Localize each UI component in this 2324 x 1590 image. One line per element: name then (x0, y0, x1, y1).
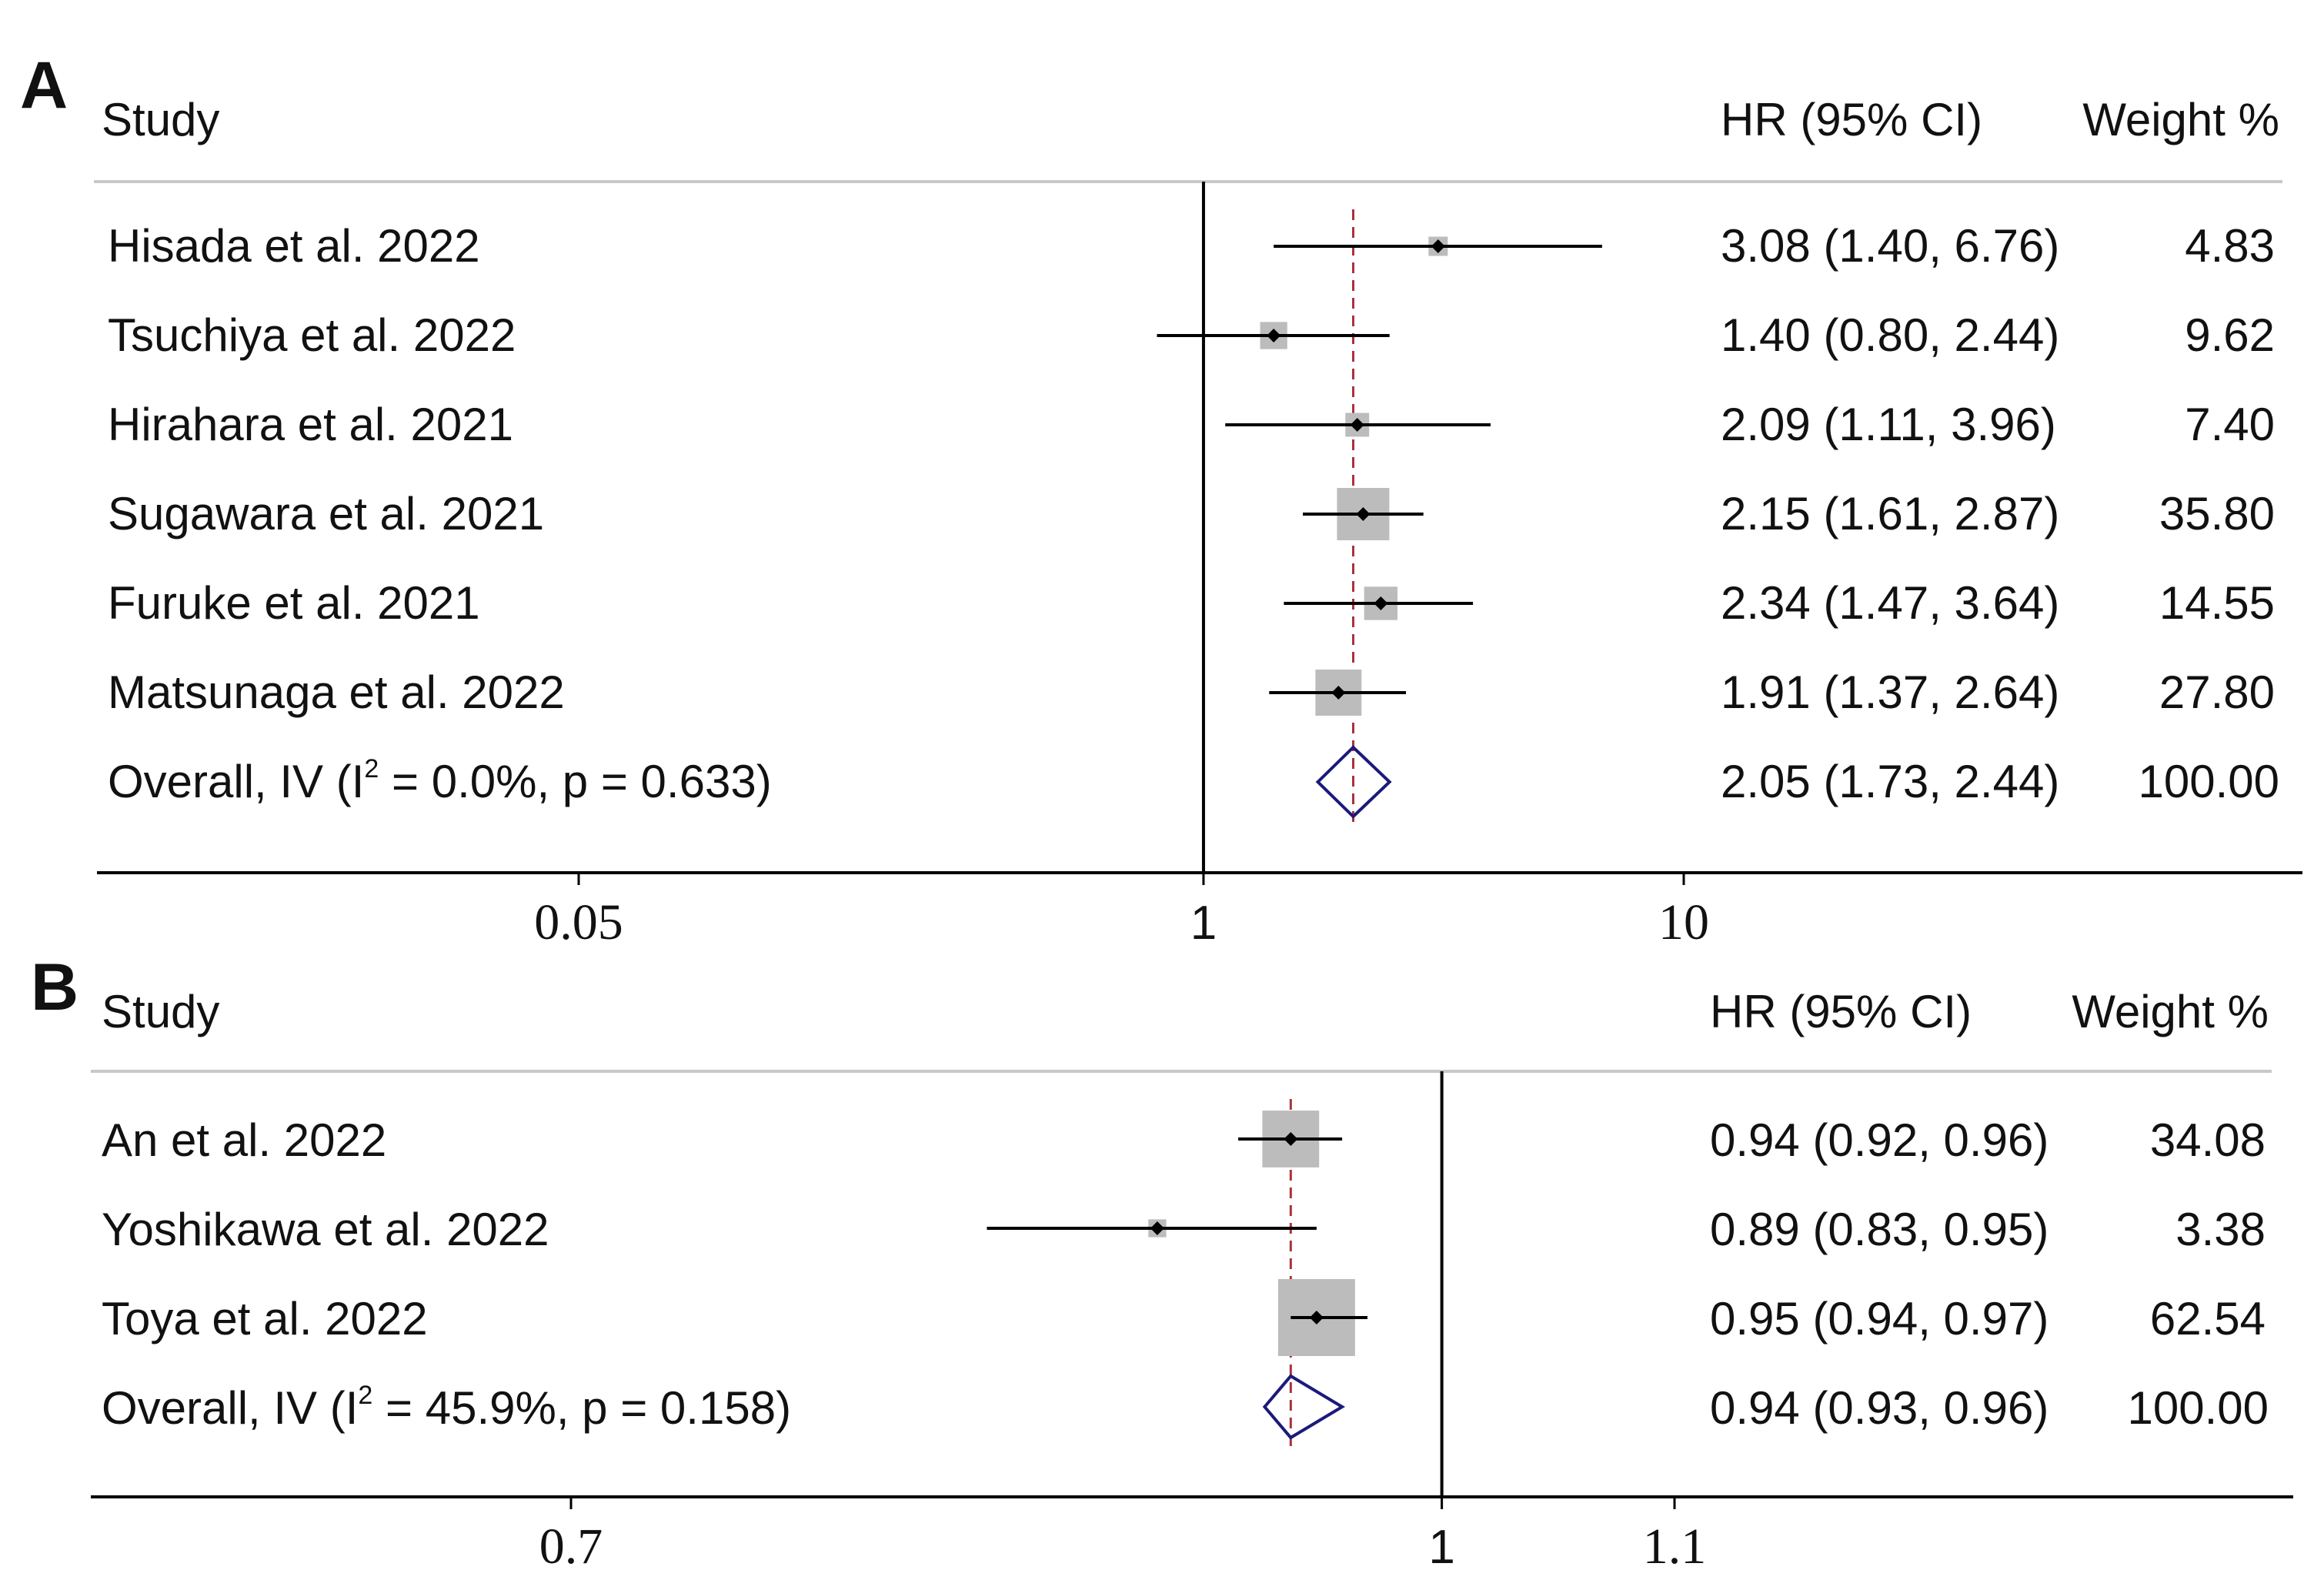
weight-label: 34.08 (2150, 1114, 2266, 1166)
panel-a: A Study HR (95% CI) Weight % Hisada et a… (20, 48, 2302, 950)
study-name: Furuke et al. 2021 (108, 577, 480, 629)
x-tick-label: 10 (1658, 894, 1709, 950)
panel-label: A (20, 48, 68, 122)
hr-ci-label: 1.40 (0.80, 2.44) (1721, 309, 2059, 361)
study-name: Tsuchiya et al. 2022 (108, 309, 516, 361)
weight-label: 7.40 (2185, 399, 2275, 450)
study-name: Matsunaga et al. 2022 (108, 666, 565, 718)
overall-row: Overall, IV (I2 = 45.9%, p = 0.158) 0.94… (102, 1381, 2269, 1434)
x-tick-label: 1.1 (1643, 1518, 1707, 1575)
point-estimate (1309, 1311, 1324, 1324)
study-row: Yoshikawa et al. 2022 0.89 (0.83, 0.95) … (102, 1204, 2266, 1255)
panel-b: B Study HR (95% CI) Weight % An et al. 2… (31, 950, 2293, 1575)
study-column-header: Study (102, 986, 219, 1037)
weight-column-header: Weight % (2082, 94, 2279, 145)
study-marks (1157, 236, 1602, 716)
hr-ci-label: 2.34 (1.47, 3.64) (1721, 577, 2059, 629)
weight-label: 9.62 (2185, 309, 2275, 361)
hr-ci-label: 0.94 (0.92, 0.96) (1710, 1114, 2049, 1166)
study-name: An et al. 2022 (102, 1114, 386, 1166)
point-estimate (1431, 239, 1445, 253)
hr-ci-label: 2.09 (1.11, 3.96) (1721, 399, 2056, 450)
hr-ci-label: 1.91 (1.37, 2.64) (1721, 666, 2059, 718)
plot-area: 0.7 1 1.1 (91, 1071, 2293, 1575)
point-estimate (1350, 418, 1364, 432)
overall-diamond (1262, 1374, 1345, 1440)
study-marks (987, 1111, 1367, 1356)
point-estimate (1150, 1221, 1164, 1235)
x-tick-label: 0.05 (534, 894, 623, 950)
hr-ci-label: 0.89 (0.83, 0.95) (1710, 1204, 2049, 1255)
weight-label: 35.80 (2159, 488, 2275, 539)
weight-label: 100.00 (2138, 756, 2279, 807)
overall-label: Overall, IV (I2 = 45.9%, p = 0.158) (102, 1381, 791, 1434)
point-estimate (1374, 596, 1388, 610)
study-row: Sugawara et al. 2021 2.15 (1.61, 2.87) 3… (108, 488, 2275, 539)
study-name: Sugawara et al. 2021 (108, 488, 544, 539)
weight-column-header: Weight % (2072, 986, 2269, 1037)
weight-label: 27.80 (2159, 666, 2275, 718)
weight-label: 4.83 (2185, 220, 2275, 272)
point-estimate (1284, 1132, 1298, 1146)
hr-ci-label: 3.08 (1.40, 6.76) (1721, 220, 2059, 272)
weight-label: 14.55 (2159, 577, 2275, 629)
study-row: Matsunaga et al. 2022 1.91 (1.37, 2.64) … (108, 666, 2275, 718)
study-name: Hirahara et al. 2021 (108, 399, 513, 450)
x-tick-label: 1 (1190, 897, 1217, 950)
x-tick-label: 0.7 (539, 1518, 603, 1575)
point-estimate (1267, 329, 1281, 342)
study-row: Toya et al. 2022 0.95 (0.94, 0.97) 62.54 (102, 1293, 2266, 1344)
study-row: Hisada et al. 2022 3.08 (1.40, 6.76) 4.8… (108, 220, 2275, 272)
weight-label: 3.38 (2175, 1204, 2266, 1255)
hr-ci-label: 2.15 (1.61, 2.87) (1721, 488, 2059, 539)
overall-diamond (1315, 745, 1392, 819)
study-row: An et al. 2022 0.94 (0.92, 0.96) 34.08 (102, 1114, 2266, 1166)
overall-label: Overall, IV (I2 = 0.0%, p = 0.633) (108, 754, 772, 807)
study-row: Tsuchiya et al. 2022 1.40 (0.80, 2.44) 9… (108, 309, 2275, 361)
study-name: Toya et al. 2022 (102, 1293, 428, 1344)
hr-column-header: HR (95% CI) (1710, 986, 1972, 1037)
panel-label: B (31, 950, 78, 1024)
study-name: Hisada et al. 2022 (108, 220, 480, 272)
hr-ci-label: 0.94 (0.93, 0.96) (1710, 1382, 2049, 1434)
study-row: Furuke et al. 2021 2.34 (1.47, 3.64) 14.… (108, 577, 2275, 629)
overall-row: Overall, IV (I2 = 0.0%, p = 0.633) 2.05 … (108, 754, 2279, 807)
hr-column-header: HR (95% CI) (1721, 94, 1982, 145)
weight-label: 62.54 (2150, 1293, 2266, 1344)
plot-area: 0.05 1 10 (97, 182, 2302, 950)
hr-ci-label: 2.05 (1.73, 2.44) (1721, 756, 2059, 807)
study-name: Yoshikawa et al. 2022 (102, 1204, 549, 1255)
study-row: Hirahara et al. 2021 2.09 (1.11, 3.96) 7… (108, 399, 2275, 450)
hr-ci-label: 0.95 (0.94, 0.97) (1710, 1293, 2049, 1344)
x-axis-ticks: 0.05 1 10 (534, 873, 1709, 950)
point-estimate (1331, 686, 1346, 700)
x-tick-label: 1 (1428, 1521, 1454, 1574)
study-column-header: Study (102, 94, 219, 145)
weight-label: 100.00 (2127, 1382, 2269, 1434)
point-estimate (1356, 507, 1371, 521)
x-axis-ticks: 0.7 1 1.1 (539, 1497, 1707, 1575)
